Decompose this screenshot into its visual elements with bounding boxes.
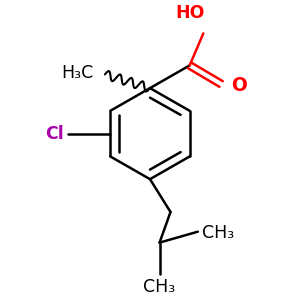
Text: CH₃: CH₃ <box>143 278 176 296</box>
Text: HO: HO <box>175 4 204 22</box>
Text: Cl: Cl <box>45 124 64 142</box>
Text: H₃C: H₃C <box>62 64 94 82</box>
Text: O: O <box>231 76 247 95</box>
Text: CH₃: CH₃ <box>202 224 234 242</box>
